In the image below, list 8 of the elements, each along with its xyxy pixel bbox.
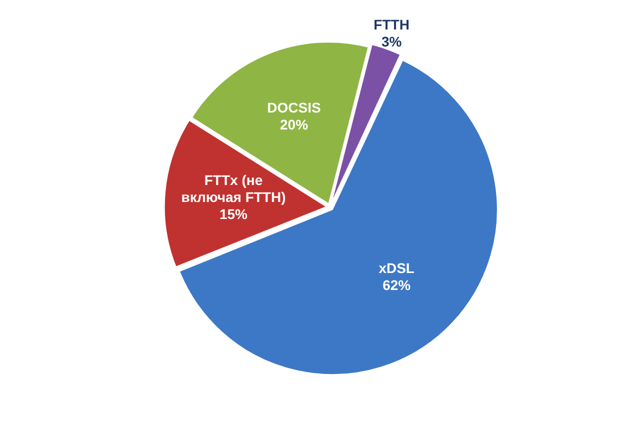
data-label: 15% <box>219 206 248 222</box>
slice-label: FTTH <box>374 16 410 32</box>
slice-label: FTTx (не включая FTTH) <box>181 172 286 206</box>
slice-label: xDSL <box>378 260 415 276</box>
data-label: 3% <box>381 33 402 50</box>
data-label: 62% <box>382 276 412 293</box>
slice-label: DOCSIS <box>267 99 321 116</box>
data-label: 20% <box>280 116 309 132</box>
